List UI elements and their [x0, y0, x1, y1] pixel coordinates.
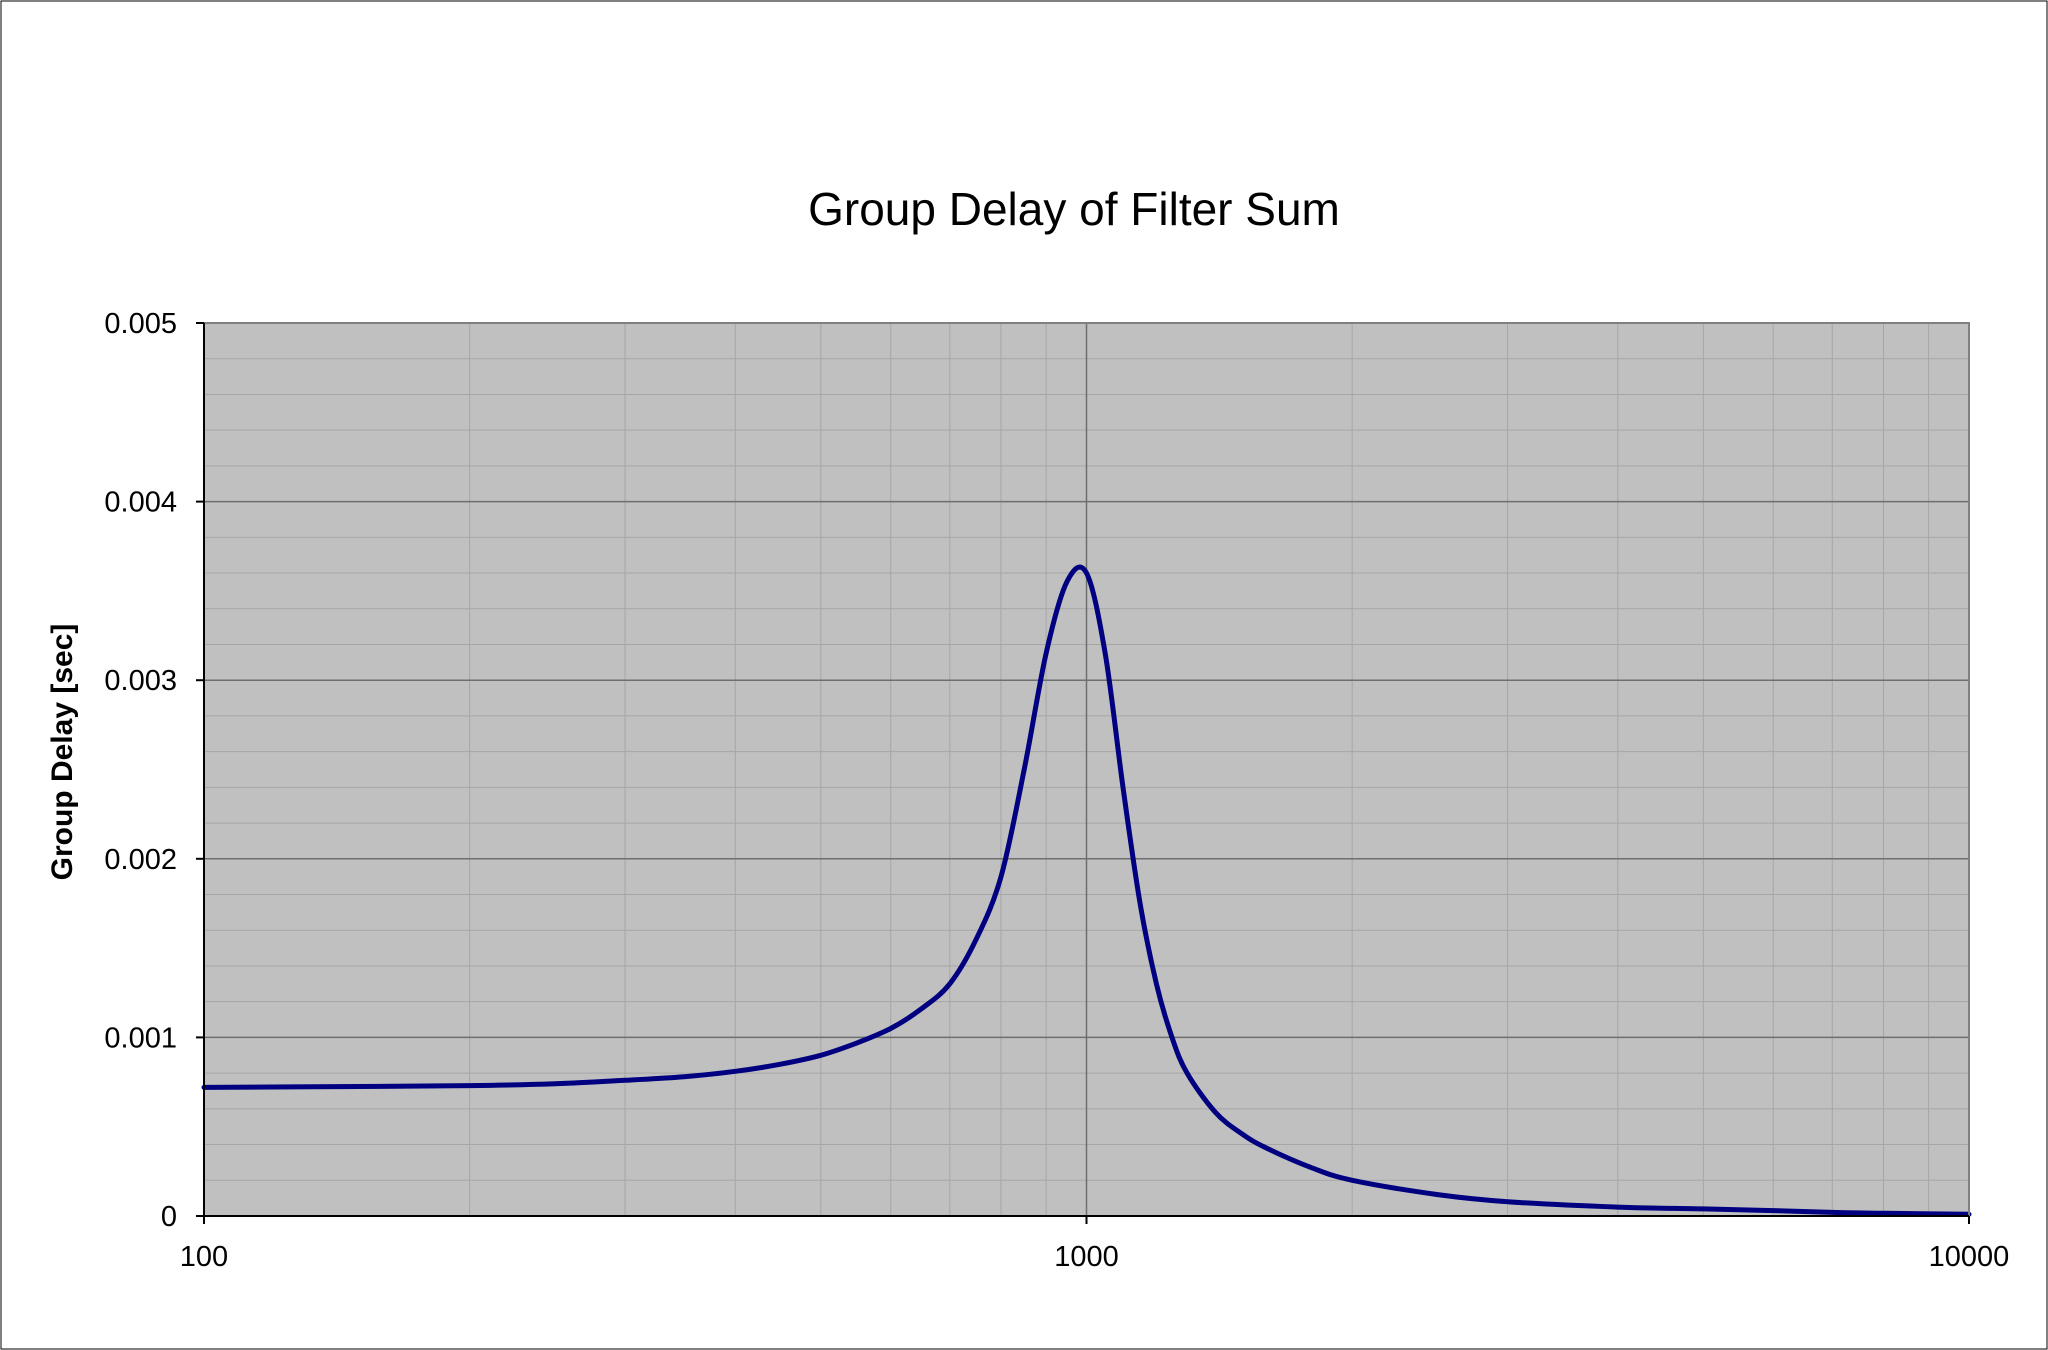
- y-tick-label: 0.001: [104, 1022, 177, 1054]
- x-ticks: 100 1000 10000: [180, 1216, 2010, 1273]
- x-tick-label: 100: [180, 1241, 228, 1273]
- y-ticks: 0 0.001 0.002 0.003 0.004 0.005: [104, 308, 204, 1233]
- y-axis-label: Group Delay [sec]: [46, 624, 79, 881]
- group-delay-line: [201, 564, 1972, 1217]
- x-tick-label: 10000: [1929, 1241, 2010, 1273]
- y-tick-label: 0: [161, 1201, 177, 1233]
- y-tick-label: 0.002: [104, 844, 177, 876]
- y-tick-label: 0.003: [104, 665, 177, 697]
- chart-title: Group Delay of Filter Sum: [808, 183, 1340, 235]
- y-tick-label: 0.004: [104, 487, 177, 519]
- y-tick-label: 0.005: [104, 308, 177, 340]
- x-tick-label: 1000: [1054, 1241, 1119, 1273]
